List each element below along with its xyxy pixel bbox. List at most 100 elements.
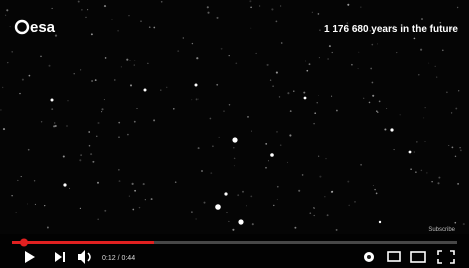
faint-star bbox=[101, 108, 103, 110]
faint-star bbox=[377, 43, 378, 44]
faint-star bbox=[358, 52, 359, 53]
faint-star bbox=[132, 183, 134, 185]
faint-star bbox=[52, 8, 53, 9]
faint-star bbox=[287, 92, 289, 94]
faint-star bbox=[410, 168, 412, 170]
faint-star bbox=[201, 170, 203, 172]
faint-star bbox=[192, 43, 193, 44]
video-player[interactable]: esa 1 176 680 years in the future Subscr… bbox=[0, 0, 469, 268]
faint-star bbox=[420, 49, 422, 51]
faint-star bbox=[280, 5, 281, 6]
faint-star bbox=[21, 176, 22, 177]
star bbox=[304, 97, 307, 100]
faint-star bbox=[318, 156, 319, 157]
faint-star bbox=[276, 21, 278, 23]
faint-star bbox=[268, 160, 269, 161]
faint-star bbox=[10, 26, 11, 27]
faint-star bbox=[2, 87, 3, 88]
star bbox=[195, 84, 198, 87]
faint-star bbox=[298, 190, 300, 192]
faint-star bbox=[319, 29, 321, 31]
faint-star bbox=[331, 96, 332, 97]
progress-handle[interactable] bbox=[20, 239, 28, 247]
faint-star bbox=[414, 151, 415, 152]
faint-star bbox=[421, 170, 423, 172]
faint-star bbox=[293, 91, 294, 92]
faint-star bbox=[232, 229, 234, 231]
faint-star bbox=[249, 0, 251, 2]
star bbox=[51, 99, 54, 102]
faint-star bbox=[11, 51, 12, 52]
faint-star bbox=[235, 62, 237, 64]
subscribe-watermark[interactable]: Subscribe bbox=[428, 227, 455, 233]
faint-star bbox=[153, 27, 155, 29]
faint-star bbox=[314, 215, 315, 216]
faint-star bbox=[126, 59, 128, 61]
faint-star bbox=[112, 19, 113, 20]
faint-star bbox=[63, 155, 65, 157]
faint-star bbox=[3, 128, 5, 130]
faint-star bbox=[459, 147, 460, 148]
star bbox=[238, 219, 243, 224]
faint-star bbox=[41, 121, 42, 122]
faint-star bbox=[29, 75, 31, 77]
faint-star bbox=[97, 182, 99, 184]
faint-star bbox=[195, 218, 196, 219]
faint-star bbox=[229, 104, 230, 105]
faint-star bbox=[425, 107, 426, 108]
faint-star bbox=[425, 141, 426, 142]
faint-star bbox=[436, 77, 437, 78]
faint-star bbox=[118, 136, 120, 138]
faint-star bbox=[219, 137, 220, 138]
faint-star bbox=[91, 33, 93, 35]
faint-star bbox=[216, 84, 218, 86]
faint-star bbox=[104, 5, 106, 7]
faint-star bbox=[251, 131, 252, 132]
faint-star bbox=[426, 172, 427, 173]
faint-star bbox=[69, 188, 70, 189]
faint-star bbox=[134, 64, 135, 65]
faint-star bbox=[327, 214, 329, 216]
faint-star bbox=[309, 212, 311, 214]
star bbox=[63, 183, 66, 186]
faint-star bbox=[451, 112, 452, 113]
faint-star bbox=[415, 171, 417, 173]
faint-star bbox=[305, 60, 306, 61]
faint-star bbox=[121, 66, 122, 67]
faint-star bbox=[96, 136, 97, 137]
faint-star bbox=[360, 164, 362, 166]
faint-star bbox=[5, 15, 6, 16]
faint-star bbox=[279, 96, 280, 97]
faint-star bbox=[277, 199, 278, 200]
settings-button[interactable] bbox=[364, 252, 374, 262]
faint-star bbox=[105, 57, 107, 59]
faint-star bbox=[78, 1, 80, 3]
faint-star bbox=[183, 37, 184, 38]
faint-star bbox=[216, 17, 218, 19]
faint-star bbox=[373, 185, 374, 186]
faint-star bbox=[273, 205, 274, 206]
faint-star bbox=[376, 193, 378, 195]
faint-star bbox=[95, 79, 97, 81]
faint-star bbox=[130, 60, 131, 61]
faint-star bbox=[85, 17, 86, 18]
faint-star bbox=[446, 92, 448, 94]
faint-star bbox=[118, 122, 120, 124]
faint-star bbox=[280, 144, 282, 146]
faint-star bbox=[66, 125, 67, 126]
faint-star bbox=[329, 45, 331, 47]
faint-star bbox=[312, 12, 313, 13]
faint-star bbox=[289, 134, 291, 136]
faint-star bbox=[151, 198, 153, 200]
faint-star bbox=[49, 65, 51, 67]
faint-star bbox=[309, 63, 311, 65]
faint-star bbox=[265, 143, 267, 145]
faint-star bbox=[54, 122, 55, 123]
faint-star bbox=[287, 162, 288, 163]
star bbox=[224, 192, 227, 195]
faint-star bbox=[265, 167, 267, 169]
faint-star bbox=[207, 6, 209, 8]
faint-star bbox=[143, 183, 145, 185]
faint-star bbox=[463, 223, 465, 225]
faint-star bbox=[303, 92, 305, 94]
